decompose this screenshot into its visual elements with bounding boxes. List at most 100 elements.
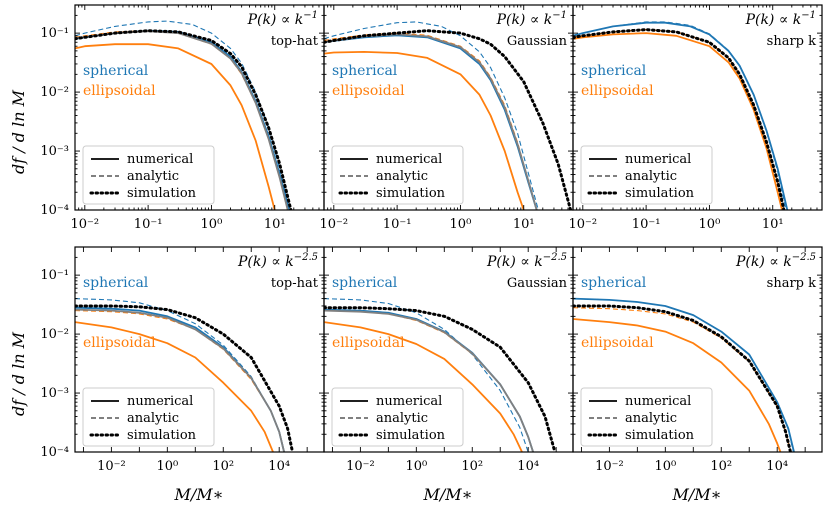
chart-panel-2: 10⁻² 10⁻¹ 10⁰ 10¹ P(k) ∝ k−1 Gaussian spherica… [319, 4, 574, 232]
series-line-ellipsoidal-numerical [75, 321, 274, 452]
series-line-gray [324, 309, 534, 452]
x-axis-label-3: M/M∗ [671, 485, 721, 504]
y-axis-label-top: df / d ln M [9, 89, 28, 174]
series-line-ellipsoidal-numerical [573, 32, 783, 210]
series-line-simulation [324, 29, 573, 210]
x-tick-label: 10⁰ [156, 459, 178, 474]
chart-panel-6: 10⁻² 10⁰ 10² 10⁴ P(k) ∝ k−2.5 sharp k spherica… [572, 246, 823, 474]
annotation-spherical: spherical [581, 275, 647, 291]
y-tick-label: 10⁻³ [40, 144, 69, 159]
series-line-spherical-analytic [573, 298, 794, 452]
series-line-simulation [75, 304, 294, 452]
legend-label-numerical: numerical [127, 394, 193, 409]
x-tick-label: 10⁻² [568, 217, 597, 232]
legend-label-analytic: analytic [376, 169, 428, 184]
legend-label-analytic: analytic [625, 411, 677, 426]
series-group [75, 298, 294, 452]
series-group [75, 20, 293, 210]
y-tick-label: 10⁻² [40, 327, 69, 342]
legend-label-simulation: simulation [376, 186, 446, 201]
annotation-ellipsoidal: ellipsoidal [83, 335, 156, 351]
annotation-spherical: spherical [332, 63, 398, 79]
x-tick-label: 10² [461, 459, 483, 474]
title-exponent: −1 [303, 10, 318, 21]
title-base: P(k) ∝ k [486, 254, 543, 270]
y-tick-label: 10⁻² [40, 85, 69, 100]
legend-label-simulation: simulation [625, 428, 695, 443]
series-line-simulation [75, 29, 293, 210]
title-base: P(k) ∝ k [745, 12, 802, 28]
series-group [573, 21, 789, 210]
y-tick-label: 10⁻⁴ [40, 445, 69, 460]
title-base: P(k) ∝ k [237, 254, 294, 270]
series-line-ellipsoidal-numerical [324, 321, 523, 452]
chart-panel-3: 10⁻² 10⁻¹ 10⁰ 10¹ P(k) ∝ k−1 sharp k spherical… [568, 4, 823, 232]
legend-label-analytic: analytic [127, 411, 179, 426]
title-exponent: −1 [801, 10, 816, 21]
x-axis-label-1: M/M∗ [173, 485, 223, 504]
panel-title: P(k) ∝ k−2.5 [486, 252, 567, 270]
annotation-ellipsoidal: ellipsoidal [581, 335, 654, 351]
panel-title: P(k) ∝ k−1 [496, 10, 567, 28]
x-tick-label: 10⁰ [405, 459, 427, 474]
legend-label-simulation: simulation [127, 186, 197, 201]
annotation-spherical: spherical [83, 275, 149, 291]
x-tick-label: 10⁰ [699, 217, 721, 232]
x-tick-label: 10⁴ [517, 459, 539, 474]
x-tick-label: 10⁴ [766, 459, 788, 474]
series-group [324, 298, 557, 452]
panel-title: P(k) ∝ k−2.5 [237, 252, 318, 270]
legend-label-numerical: numerical [376, 152, 442, 167]
legend-label-analytic: analytic [127, 169, 179, 184]
panel-subtitle: Gaussian [507, 276, 568, 291]
x-tick-label: 10⁻² [595, 459, 624, 474]
legend-label-analytic: analytic [376, 411, 428, 426]
series-line-simulation [324, 306, 557, 452]
legend-label-simulation: simulation [625, 186, 695, 201]
annotation-ellipsoidal: ellipsoidal [581, 83, 654, 99]
x-tick-label: 10¹ [762, 217, 784, 232]
panel-subtitle: top-hat [271, 34, 319, 49]
x-tick-label: 10⁻² [346, 459, 375, 474]
title-base: P(k) ∝ k [735, 254, 792, 270]
panel-title: P(k) ∝ k−1 [745, 10, 816, 28]
series-line-simulation [573, 304, 792, 452]
x-tick-label: 10⁻¹ [134, 217, 163, 232]
legend-box [580, 387, 713, 447]
title-exponent: −2.5 [543, 252, 567, 263]
annotation-spherical: spherical [332, 275, 398, 291]
panel-title: P(k) ∝ k−2.5 [735, 252, 816, 270]
series-line-ellipsoidal-numerical [573, 318, 782, 452]
x-tick-label: 10⁻² [319, 217, 348, 232]
legend-label-simulation: simulation [376, 428, 446, 443]
series-line-simulation [573, 28, 786, 210]
title-exponent: −1 [552, 10, 567, 21]
series-line-ellipsoidal-numerical [75, 43, 276, 210]
x-tick-label: 10⁴ [268, 459, 290, 474]
panel-subtitle: sharp k [767, 276, 816, 291]
panel-title: P(k) ∝ k−1 [247, 10, 318, 28]
plot-frame [572, 246, 823, 453]
legend-label-analytic: analytic [625, 169, 677, 184]
y-tick-label: 10⁻³ [40, 386, 69, 401]
x-tick-label: 10⁻² [70, 217, 99, 232]
annotation-ellipsoidal: ellipsoidal [83, 83, 156, 99]
legend-label-simulation: simulation [127, 428, 197, 443]
legend-label-numerical: numerical [625, 394, 691, 409]
x-tick-label: 10⁰ [654, 459, 676, 474]
legend-label-numerical: numerical [625, 152, 691, 167]
series-line-gray [75, 308, 285, 452]
legend-label-numerical: numerical [127, 152, 193, 167]
y-tick-label: 10⁻⁴ [40, 203, 69, 218]
legend-box [580, 145, 713, 205]
series-line-spherical-analytic [324, 21, 539, 210]
legend-label-numerical: numerical [376, 394, 442, 409]
y-axis-label-bottom: df / d ln M [9, 331, 28, 416]
x-tick-label: 10¹ [513, 217, 535, 232]
panel-subtitle: sharp k [767, 34, 816, 49]
x-tick-label: 10¹ [264, 217, 286, 232]
legend-box [82, 145, 215, 205]
y-tick-label: 10⁻¹ [40, 26, 69, 41]
